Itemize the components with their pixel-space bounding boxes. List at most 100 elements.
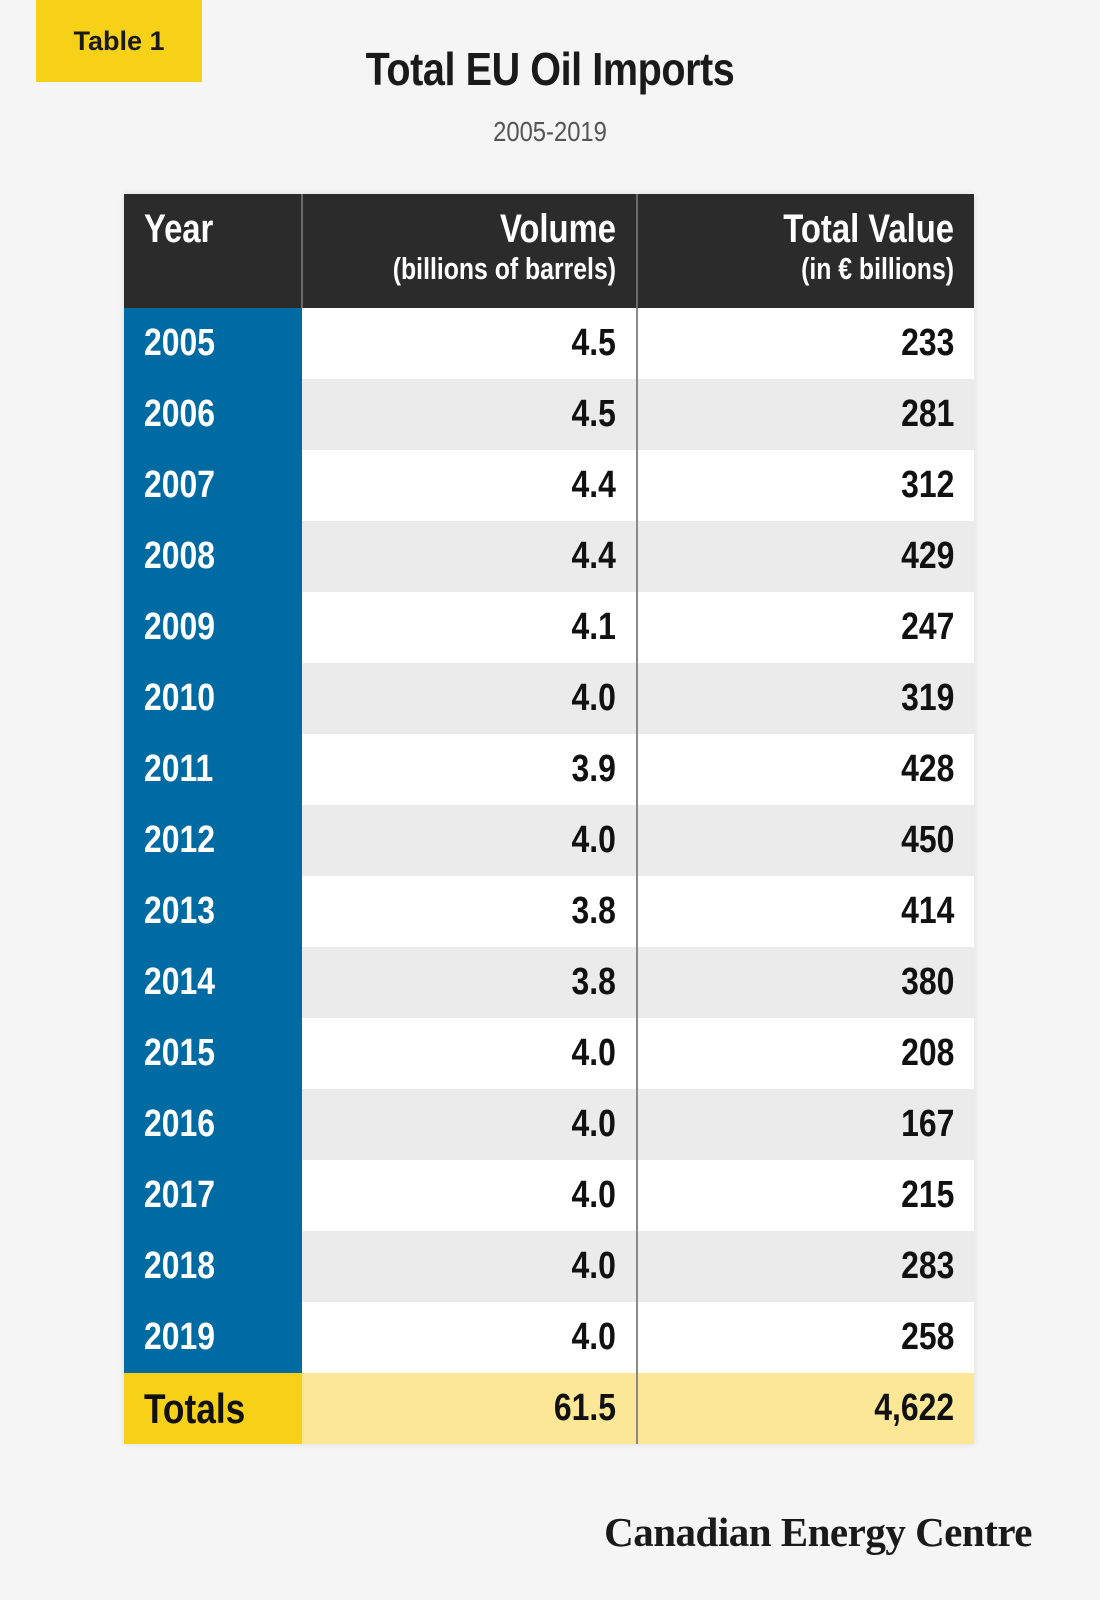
totals-row: Totals 61.5 4,622 [124, 1373, 974, 1444]
year-value: 2011 [144, 748, 214, 790]
value-value: 247 [900, 606, 954, 648]
year-value: 2010 [144, 677, 216, 719]
year-cell: 2010 [124, 663, 302, 734]
table-number-badge: Table 1 [36, 0, 202, 82]
year-value: 2015 [144, 1032, 216, 1074]
year-cell: 2008 [124, 521, 302, 592]
value-cell: 380 [636, 947, 974, 1018]
volume-cell: 4.0 [302, 1160, 637, 1231]
value-value: 312 [900, 464, 954, 506]
year-value: 2018 [144, 1245, 216, 1287]
oil-imports-table-container: Year Volume (billions of barrels) Total … [124, 194, 974, 1444]
volume-cell: 4.4 [302, 521, 637, 592]
value-value: 215 [900, 1174, 954, 1216]
table-row: 2006 4.5 281 [124, 379, 974, 450]
table-row: 2005 4.5 233 [124, 308, 974, 379]
volume-value: 4.0 [571, 1103, 616, 1145]
value-value: 283 [900, 1245, 954, 1287]
year-cell: 2007 [124, 450, 302, 521]
year-value: 2016 [144, 1103, 216, 1145]
volume-value: 4.4 [571, 464, 616, 506]
totals-value-cell: 4,622 [636, 1373, 974, 1444]
value-cell: 312 [636, 450, 974, 521]
volume-value: 3.9 [571, 748, 616, 790]
year-value: 2008 [144, 535, 216, 577]
value-column-header: Total Value (in € billions) [636, 194, 974, 308]
value-cell: 429 [636, 521, 974, 592]
value-value: 233 [900, 322, 954, 364]
table-row: 2011 3.9 428 [124, 734, 974, 805]
value-cell: 450 [636, 805, 974, 876]
table-body: 2005 4.5 233 2006 4.5 281 2007 4.4 312 2008 4.4 429… [124, 308, 974, 1373]
year-cell: 2005 [124, 308, 302, 379]
year-cell: 2012 [124, 805, 302, 876]
table-row: 2017 4.0 215 [124, 1160, 974, 1231]
year-header-label: Year [144, 207, 214, 251]
volume-cell: 4.0 [302, 1231, 637, 1302]
year-value: 2006 [144, 393, 216, 435]
value-cell: 215 [636, 1160, 974, 1231]
year-cell: 2013 [124, 876, 302, 947]
table-row: 2008 4.4 429 [124, 521, 974, 592]
volume-cell: 4.0 [302, 805, 637, 876]
table-row: 2014 3.8 380 [124, 947, 974, 1018]
value-cell: 247 [636, 592, 974, 663]
year-cell: 2006 [124, 379, 302, 450]
volume-header-unit: (billions of barrels) [392, 251, 616, 286]
table-row: 2019 4.0 258 [124, 1302, 974, 1373]
volume-cell: 4.0 [302, 1089, 637, 1160]
volume-cell: 4.4 [302, 450, 637, 521]
year-value: 2009 [144, 606, 216, 648]
value-header-label: Total Value [783, 207, 954, 251]
value-value: 167 [900, 1103, 954, 1145]
value-value: 258 [900, 1316, 954, 1358]
table-row: 2015 4.0 208 [124, 1018, 974, 1089]
volume-cell: 4.0 [302, 663, 637, 734]
value-cell: 208 [636, 1018, 974, 1089]
year-value: 2014 [144, 961, 216, 1003]
volume-value: 4.0 [571, 1245, 616, 1287]
table-row: 2012 4.0 450 [124, 805, 974, 876]
value-value: 281 [900, 393, 954, 435]
value-value: 208 [900, 1032, 954, 1074]
table-title: Total EU Oil Imports [365, 43, 735, 95]
year-cell: 2018 [124, 1231, 302, 1302]
year-cell: 2017 [124, 1160, 302, 1231]
volume-value: 4.0 [571, 1316, 616, 1358]
year-value: 2007 [144, 464, 216, 506]
table-header-row: Year Volume (billions of barrels) Total … [124, 194, 974, 308]
volume-value: 4.5 [571, 393, 616, 435]
year-value: 2012 [144, 819, 216, 861]
value-cell: 414 [636, 876, 974, 947]
value-cell: 319 [636, 663, 974, 734]
totals-label: Totals [144, 1384, 246, 1432]
oil-imports-table: Year Volume (billions of barrels) Total … [124, 194, 974, 1444]
value-cell: 233 [636, 308, 974, 379]
volume-value: 3.8 [571, 890, 616, 932]
table-row: 2007 4.4 312 [124, 450, 974, 521]
volume-cell: 3.9 [302, 734, 637, 805]
value-value: 380 [900, 961, 954, 1003]
year-cell: 2014 [124, 947, 302, 1018]
year-cell: 2019 [124, 1302, 302, 1373]
year-value: 2017 [144, 1174, 216, 1216]
year-cell: 2011 [124, 734, 302, 805]
volume-column-header: Volume (billions of barrels) [301, 194, 637, 308]
totals-value: 4,622 [874, 1387, 954, 1429]
volume-cell: 3.8 [302, 876, 637, 947]
totals-label-cell: Totals [124, 1373, 302, 1444]
year-value: 2013 [144, 890, 216, 932]
totals-volume: 61.5 [553, 1387, 616, 1429]
value-header-unit: (in € billions) [801, 251, 954, 286]
canadian-energy-centre-logo: Canadian Energy Centre [604, 1509, 1032, 1555]
volume-value: 4.4 [571, 535, 616, 577]
volume-header-label: Volume [499, 207, 616, 251]
year-value: 2005 [144, 322, 216, 364]
volume-cell: 4.5 [302, 308, 637, 379]
volume-value: 4.0 [571, 1032, 616, 1074]
totals-volume-cell: 61.5 [302, 1373, 637, 1444]
value-cell: 167 [636, 1089, 974, 1160]
value-value: 428 [900, 748, 954, 790]
table-row: 2010 4.0 319 [124, 663, 974, 734]
year-cell: 2009 [124, 592, 302, 663]
